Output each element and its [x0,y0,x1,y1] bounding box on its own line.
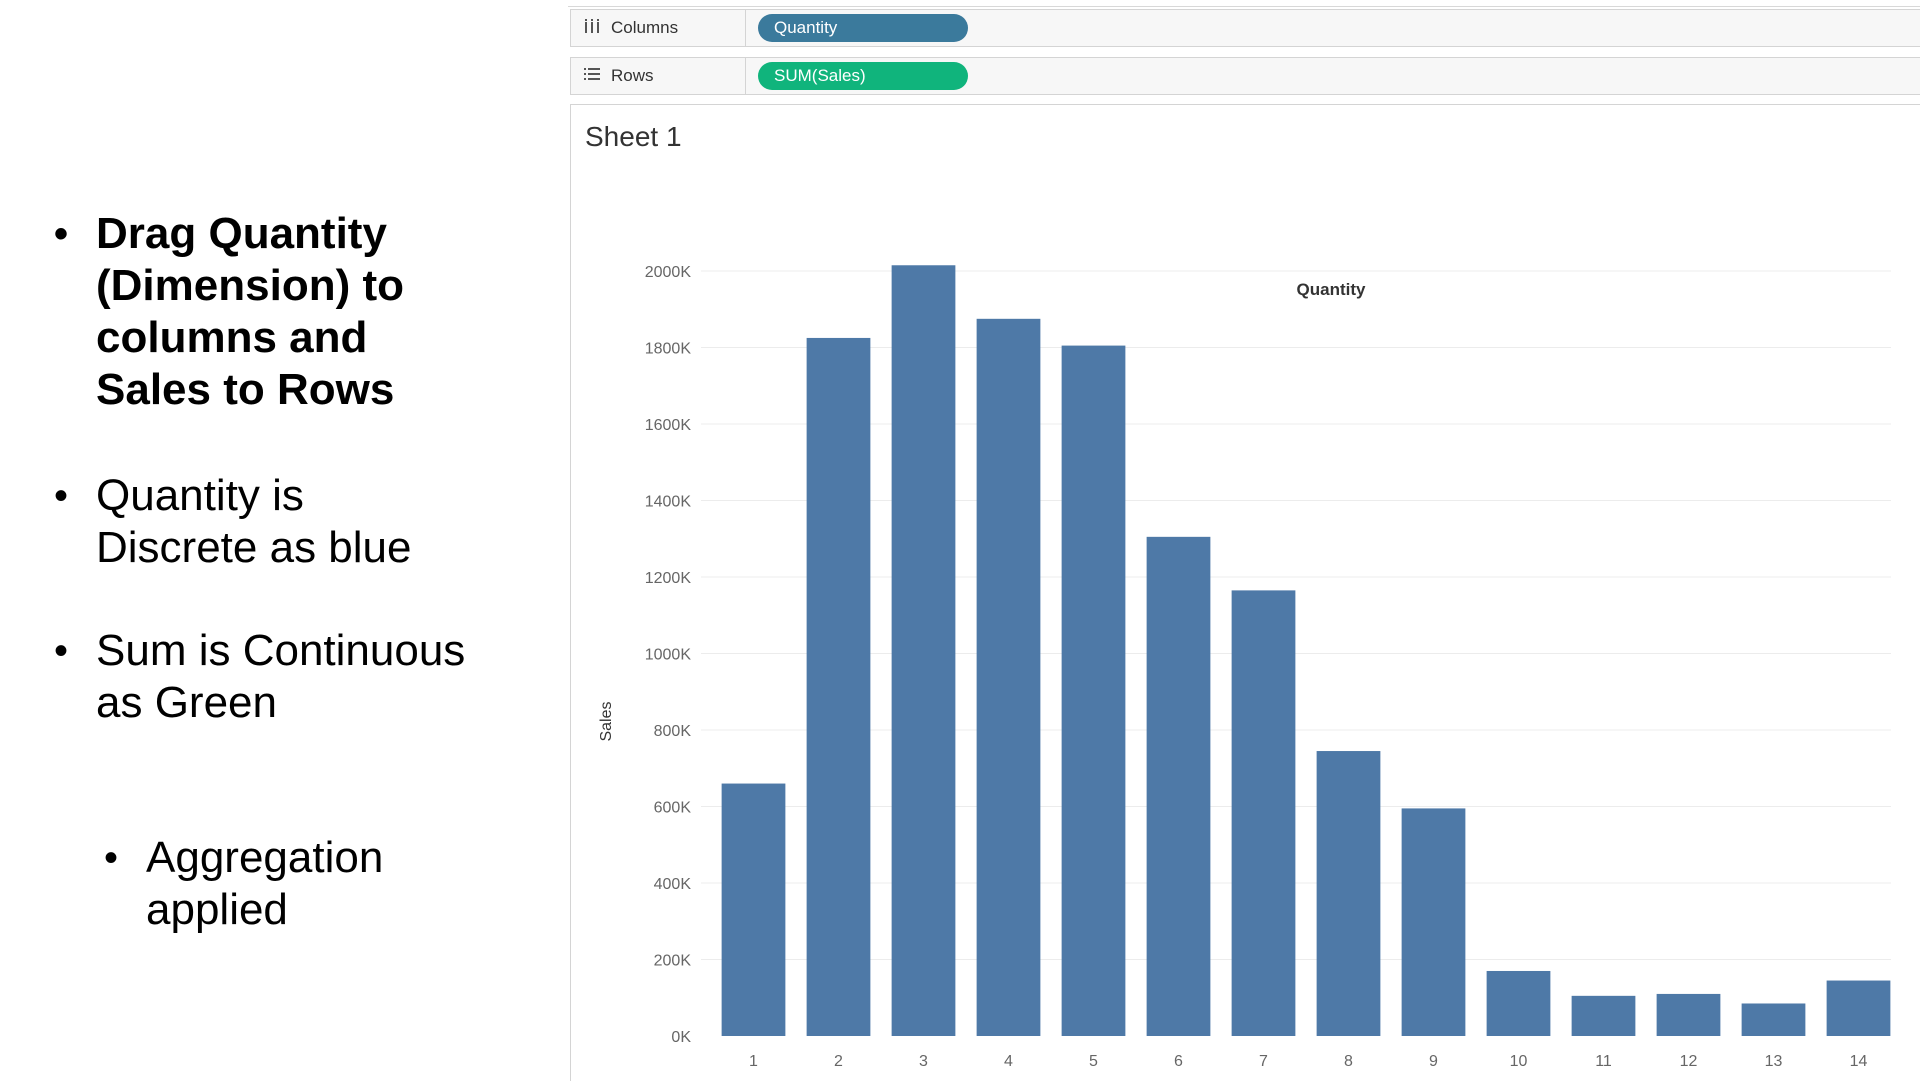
y-tick-label: 1800K [645,341,692,358]
slide-bullets: • Drag Quantity (Dimension) to columns a… [0,0,560,1080]
bar [1656,993,1721,1036]
bar [721,783,786,1036]
y-axis-label: Sales [598,701,615,741]
bar [976,318,1041,1036]
sum-sales-pill[interactable]: SUM(Sales) [758,62,968,90]
y-tick-label: 200K [654,953,692,970]
x-tick-label: 5 [1089,1053,1098,1070]
sheet-title: Sheet 1 [585,121,682,152]
bar [891,265,956,1036]
rows-label-text: Rows [611,66,654,85]
y-tick-label: 600K [654,800,692,817]
bullet-4-text: Aggregation applied [146,833,384,934]
rows-shelf-label: Rows [571,58,746,94]
rows-icon [583,67,601,86]
bar [1146,536,1211,1036]
x-tick-label: 7 [1259,1053,1268,1070]
y-tick-label: 1400K [645,494,692,511]
rows-shelf[interactable]: Rows SUM(Sales) [570,57,1920,95]
x-tick-label: 9 [1429,1053,1438,1070]
bar-chart: Quantity 0K 200K 400K 600K 800K 1000K 1200K 1400… [598,264,1891,1070]
x-tick-label: 10 [1510,1053,1528,1070]
columns-icon [583,18,601,38]
y-tick-label: 1600K [645,417,692,434]
bar [1486,970,1551,1036]
y-tick-label: 800K [654,723,692,740]
bullet-2-text: Quantity is Discrete as blue [96,471,412,572]
sheet-view: Sheet 1 Quantity 0K 200K 400K 600K 800K 1000K 1… [570,104,1920,1081]
bar [1571,995,1636,1036]
x-tick-label: 2 [834,1053,843,1070]
bullet-dot: • [104,836,119,880]
toolbar-strip [568,0,1920,7]
bullet-2: • Quantity is Discrete as blue [54,470,476,574]
bullet-3: • Sum is Continuous as Green [54,625,476,729]
x-tick-label: 8 [1344,1053,1353,1070]
bullet-dot: • [54,629,69,673]
x-tick-label: 13 [1765,1053,1783,1070]
y-tick-label: 400K [654,876,692,893]
y-tick-label: 2000K [645,264,692,281]
bar [1741,1003,1806,1036]
bullet-1: • Drag Quantity (Dimension) to columns a… [54,208,476,416]
columns-shelf-label: Columns [571,10,746,46]
bullet-dot: • [54,474,69,518]
y-tick-label: 1200K [645,570,692,587]
columns-shelf[interactable]: Columns Quantity [570,9,1920,47]
quantity-pill[interactable]: Quantity [758,14,968,42]
chart-title: Quantity [1297,280,1366,299]
y-tick-label: 0K [671,1029,691,1046]
x-tick-label: 12 [1680,1053,1698,1070]
x-tick-label: 3 [919,1053,928,1070]
bar [1061,345,1126,1036]
y-tick-label: 1000K [645,647,692,664]
x-tick-label: 14 [1850,1053,1868,1070]
tableau-workspace: Columns Quantity Rows SUM(Sales) Sheet 1… [560,0,1920,1081]
bullet-1-text: Drag Quantity (Dimension) to columns and… [96,209,404,414]
bar [806,337,871,1036]
bar [1401,808,1466,1036]
x-tick-label: 1 [749,1053,758,1070]
x-tick-label: 4 [1004,1053,1013,1070]
bullet-dot: • [54,212,69,256]
x-tick-label: 11 [1595,1053,1612,1070]
bullet-4: • Aggregation applied [104,832,476,936]
bar [1826,980,1891,1036]
x-tick-label: 6 [1174,1053,1183,1070]
bar [1231,590,1296,1036]
columns-label-text: Columns [611,18,679,37]
bar [1316,751,1381,1036]
bullet-3-text: Sum is Continuous as Green [96,626,466,727]
